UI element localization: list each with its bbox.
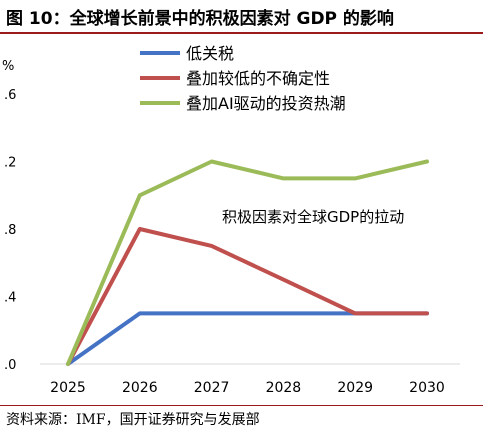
series-line [66, 311, 429, 366]
figure-title: 图 10：全球增长前景中的积极因素对 GDP 的影响 [6, 9, 394, 29]
x-tick-label: 2026 [122, 380, 158, 396]
x-tick-label: 2025 [50, 380, 86, 396]
y-tick-label: .8 [4, 223, 16, 238]
y-tick-label: .0 [4, 358, 16, 373]
series-line [66, 227, 429, 366]
chart-series-lines [66, 159, 429, 366]
x-tick-label: 2028 [266, 380, 302, 396]
y-unit-label: % [2, 59, 14, 74]
chart-annotation: 积极因素对全球GDP的拉动 [222, 208, 404, 226]
legend-label: 低关税 [186, 44, 234, 63]
chart-axes: 2025 2026 2027 2028 2029 2030 .0 .4 .8 .2 .6 [4, 88, 460, 396]
x-tick-label: 2029 [337, 380, 373, 396]
x-tick-label: 2030 [409, 380, 445, 396]
legend-label: 叠加AI驱动的投资热潮 [186, 94, 346, 113]
series-line [66, 159, 429, 366]
source-divider [0, 405, 483, 406]
x-tick-label: 2027 [194, 380, 230, 396]
legend-label: 叠加较低的不确定性 [186, 69, 330, 88]
y-tick-label: .4 [4, 291, 16, 306]
y-tick-label: .6 [4, 88, 16, 103]
title-divider [0, 32, 483, 34]
y-tick-label: .2 [4, 156, 16, 171]
source-note: 资料来源：IMF，国开证券研究与发展部 [6, 412, 260, 428]
